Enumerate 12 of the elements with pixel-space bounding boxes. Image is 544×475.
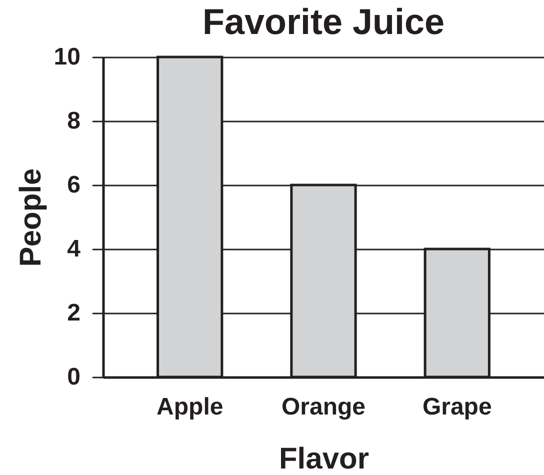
x-axis-title: Flavor — [278, 442, 370, 475]
x-tick-label: Apple — [156, 394, 224, 420]
y-tick-label: 6 — [67, 172, 80, 198]
chart-title: Favorite Juice — [202, 1, 445, 42]
y-tick-label: 2 — [67, 300, 80, 326]
x-tick-label: Grape — [422, 394, 492, 420]
y-tick-label: 4 — [67, 236, 82, 262]
y-axis-title: People — [14, 168, 48, 267]
y-tick-label: 8 — [67, 108, 80, 134]
x-tick-label: Orange — [281, 394, 366, 420]
y-tick-label: 10 — [54, 44, 80, 70]
y-tick-label: 0 — [67, 364, 80, 390]
